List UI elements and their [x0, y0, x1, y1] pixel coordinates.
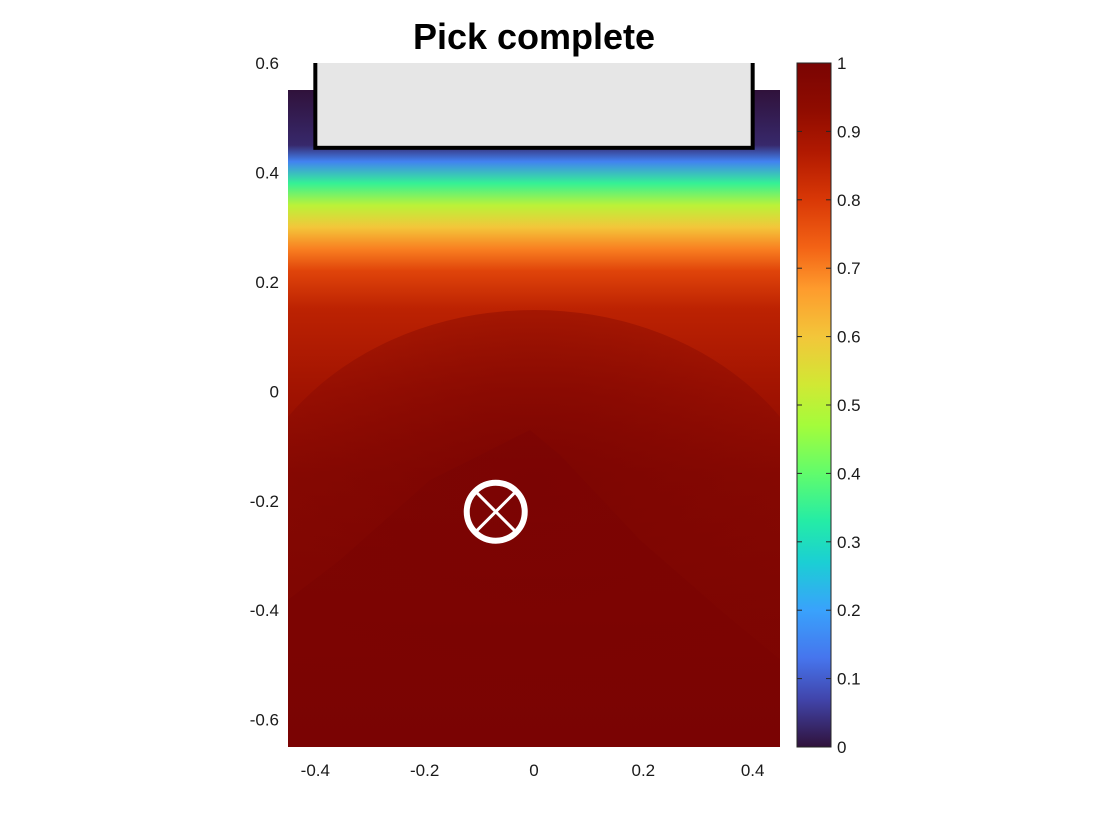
y-tick-label: -0.2 [250, 492, 279, 511]
x-tick-label: 0 [529, 761, 538, 780]
chart-title: Pick complete [413, 16, 655, 57]
colorbar-tick-label: 0.5 [837, 396, 861, 415]
heatmap-core-shading [288, 310, 780, 747]
x-tick-label: -0.2 [410, 761, 439, 780]
y-tick-label: 0 [270, 382, 279, 401]
colorbar-tick-label: 0.1 [837, 670, 861, 689]
y-tick-label: 0.2 [255, 273, 279, 292]
colorbar-tick-label: 0 [837, 738, 846, 757]
y-tick-label: 0.4 [255, 163, 279, 182]
colorbar-tick-label: 1 [837, 54, 846, 73]
colorbar-tick-label: 0.8 [837, 191, 861, 210]
y-tick-label: 0.6 [255, 54, 279, 73]
plot-area: -0.4 -0.2 0 0.2 0.4 -0.6 -0.4 -0.2 0 0.2 0.4 0.6 [250, 54, 780, 780]
y-tick-label: -0.6 [250, 711, 279, 730]
y-tick-label: -0.4 [250, 601, 279, 620]
colorbar-tick-label: 0.4 [837, 464, 861, 483]
colorbar-ticks: 0 0.1 0.2 0.3 0.4 0.5 0.6 0.7 0.8 0.9 1 [797, 54, 861, 757]
x-axis: -0.4 -0.2 0 0.2 0.4 [301, 761, 765, 780]
colorbar-tick-label: 0.3 [837, 533, 861, 552]
colorbar-gradient [796, 62, 832, 748]
target-marker [463, 479, 528, 544]
y-axis: -0.6 -0.4 -0.2 0 0.2 0.4 0.6 [250, 54, 279, 730]
x-tick-label: 0.4 [741, 761, 765, 780]
marker-circle [463, 479, 528, 544]
marker-cross-line [474, 490, 517, 533]
x-tick-label: -0.4 [301, 761, 330, 780]
colorbar: 0 0.1 0.2 0.3 0.4 0.5 0.6 0.7 0.8 0.9 1 [796, 54, 861, 757]
colorbar-tick-label: 0.2 [837, 601, 861, 620]
colorbar-tick-label: 0.6 [837, 328, 861, 347]
obstacle [313, 63, 755, 150]
colorbar-tick-label: 0.7 [837, 259, 861, 278]
x-tick-label: 0.2 [632, 761, 656, 780]
colorbar-tick-label: 0.9 [837, 122, 861, 141]
